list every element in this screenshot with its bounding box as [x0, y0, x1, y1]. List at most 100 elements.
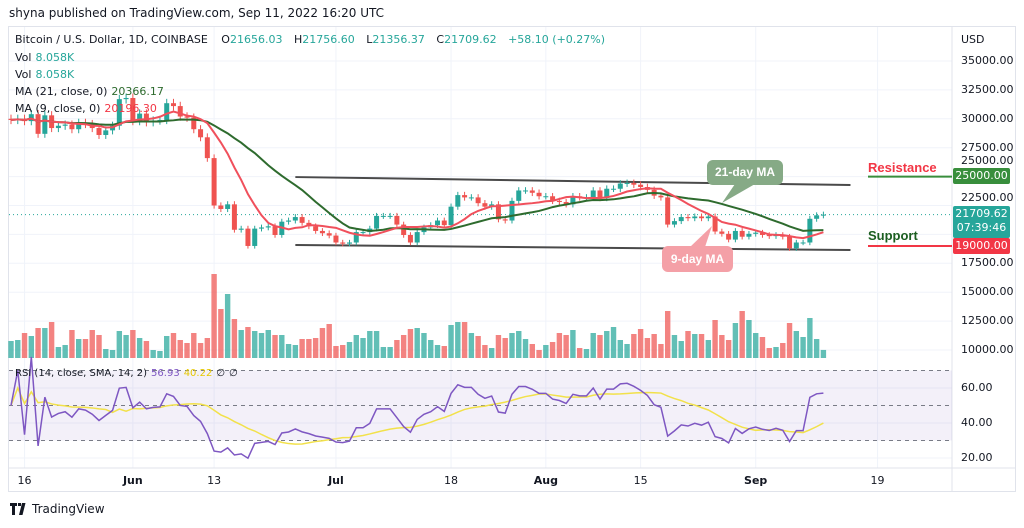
candle [739, 230, 745, 237]
resistance-label: Resistance [868, 160, 937, 175]
candle [380, 215, 386, 217]
volume-bar [692, 334, 698, 358]
volume-bar [759, 337, 766, 358]
ma9-callout: 9-day MA [662, 246, 733, 272]
volume-bar [712, 320, 718, 358]
volume-bar [753, 333, 759, 358]
volume-bar [164, 336, 170, 358]
candle [340, 242, 346, 244]
volume-bar [116, 331, 123, 358]
chart-frame[interactable] [8, 26, 1016, 492]
candle [726, 233, 732, 240]
candle [394, 215, 400, 225]
volume-bar [651, 334, 657, 358]
volume-bar [272, 335, 278, 358]
candle [570, 196, 576, 205]
volume-bar [312, 338, 319, 358]
time-tick: Aug [533, 474, 558, 487]
volume-legend-1[interactable]: Vol 8.058K [15, 51, 78, 64]
rsi-tick: 60.00 [961, 381, 993, 394]
volume-bar [583, 349, 590, 358]
volume-bar [157, 351, 163, 358]
candle [475, 197, 481, 204]
volume-bar [414, 328, 420, 358]
candle [590, 190, 596, 198]
volume-bar [610, 327, 617, 358]
volume-bar [258, 333, 265, 358]
candle [550, 196, 556, 201]
vol-label: Vol [15, 68, 32, 81]
volume-bar [28, 336, 35, 358]
volume-bar [265, 330, 271, 358]
volume-bar [15, 340, 21, 358]
tradingview-logo-icon [10, 503, 26, 515]
volume-bar [103, 349, 109, 358]
vol-value: 8.058K [35, 51, 75, 64]
volume-bar [62, 345, 68, 358]
volume-bar [746, 320, 752, 358]
volume-bar [664, 311, 671, 358]
volume-bar [326, 324, 332, 358]
volume-bar [455, 322, 461, 358]
volume-bar [150, 350, 156, 358]
candle [198, 129, 204, 138]
candle [62, 124, 68, 126]
time-tick: 19 [870, 474, 885, 487]
volume-bar [488, 348, 495, 358]
volume-bar [563, 335, 569, 358]
candle [455, 195, 461, 207]
volume-bar [35, 328, 41, 358]
candle [103, 130, 109, 135]
price-tick: 15000.00 [961, 285, 1014, 299]
volume-bar [543, 345, 549, 358]
candle [69, 124, 75, 130]
open-value: 21656.03 [229, 33, 283, 46]
close-label: C [436, 33, 445, 46]
symbol-name[interactable]: Bitcoin / U.S. Dollar, 1D, COINBASE [15, 33, 208, 46]
volume-bar [211, 274, 217, 358]
volume-bar [549, 342, 556, 358]
volume-bar [238, 330, 244, 358]
candle [313, 226, 319, 231]
volume-legend-2[interactable]: Vol 8.058K [15, 68, 78, 81]
volume-bar [252, 331, 258, 358]
rsi-legend[interactable]: RSI (14, close, SMA, 14, 2) 56.93 40.22 ∅ ∅ [15, 368, 242, 379]
volume-bar [813, 339, 820, 358]
volume-bar [766, 348, 772, 358]
candle [265, 226, 271, 228]
ma21-line [10, 117, 824, 233]
candle [705, 216, 711, 219]
candle [211, 158, 217, 206]
low-label: L [366, 33, 373, 46]
candle [245, 228, 251, 246]
volume-bar [793, 331, 800, 358]
high-label: H [293, 33, 303, 46]
candle [753, 232, 759, 234]
volume-bar [360, 338, 366, 358]
volume-bar [82, 339, 89, 358]
volume-bar [671, 335, 678, 358]
candle [258, 227, 264, 229]
volume-bar [604, 331, 610, 358]
volume-bar [48, 322, 55, 358]
volume-bar [42, 328, 48, 358]
rsi-value: 56.93 [151, 368, 180, 379]
ma21-label: MA (21, close, 0) [15, 85, 108, 98]
candle [157, 119, 163, 121]
candle [611, 188, 617, 190]
ma21-value: 20366.17 [111, 85, 164, 98]
candle [326, 233, 332, 236]
tradingview-logo[interactable]: TradingView [10, 502, 105, 516]
ma21-legend[interactable]: MA (21, close, 0) 20366.17 [15, 85, 168, 98]
ma21-callout: 21-day MA [707, 160, 783, 185]
volume-bar [400, 335, 407, 358]
candle [759, 232, 765, 235]
candle [617, 183, 623, 189]
ma9-label: MA (9, close, 0) [15, 102, 101, 115]
candle [678, 217, 684, 222]
volume-bar [170, 333, 177, 358]
volume-bar [719, 335, 725, 358]
ma9-legend[interactable]: MA (9, close, 0) 20196.30 [15, 102, 161, 115]
candle [543, 196, 549, 198]
